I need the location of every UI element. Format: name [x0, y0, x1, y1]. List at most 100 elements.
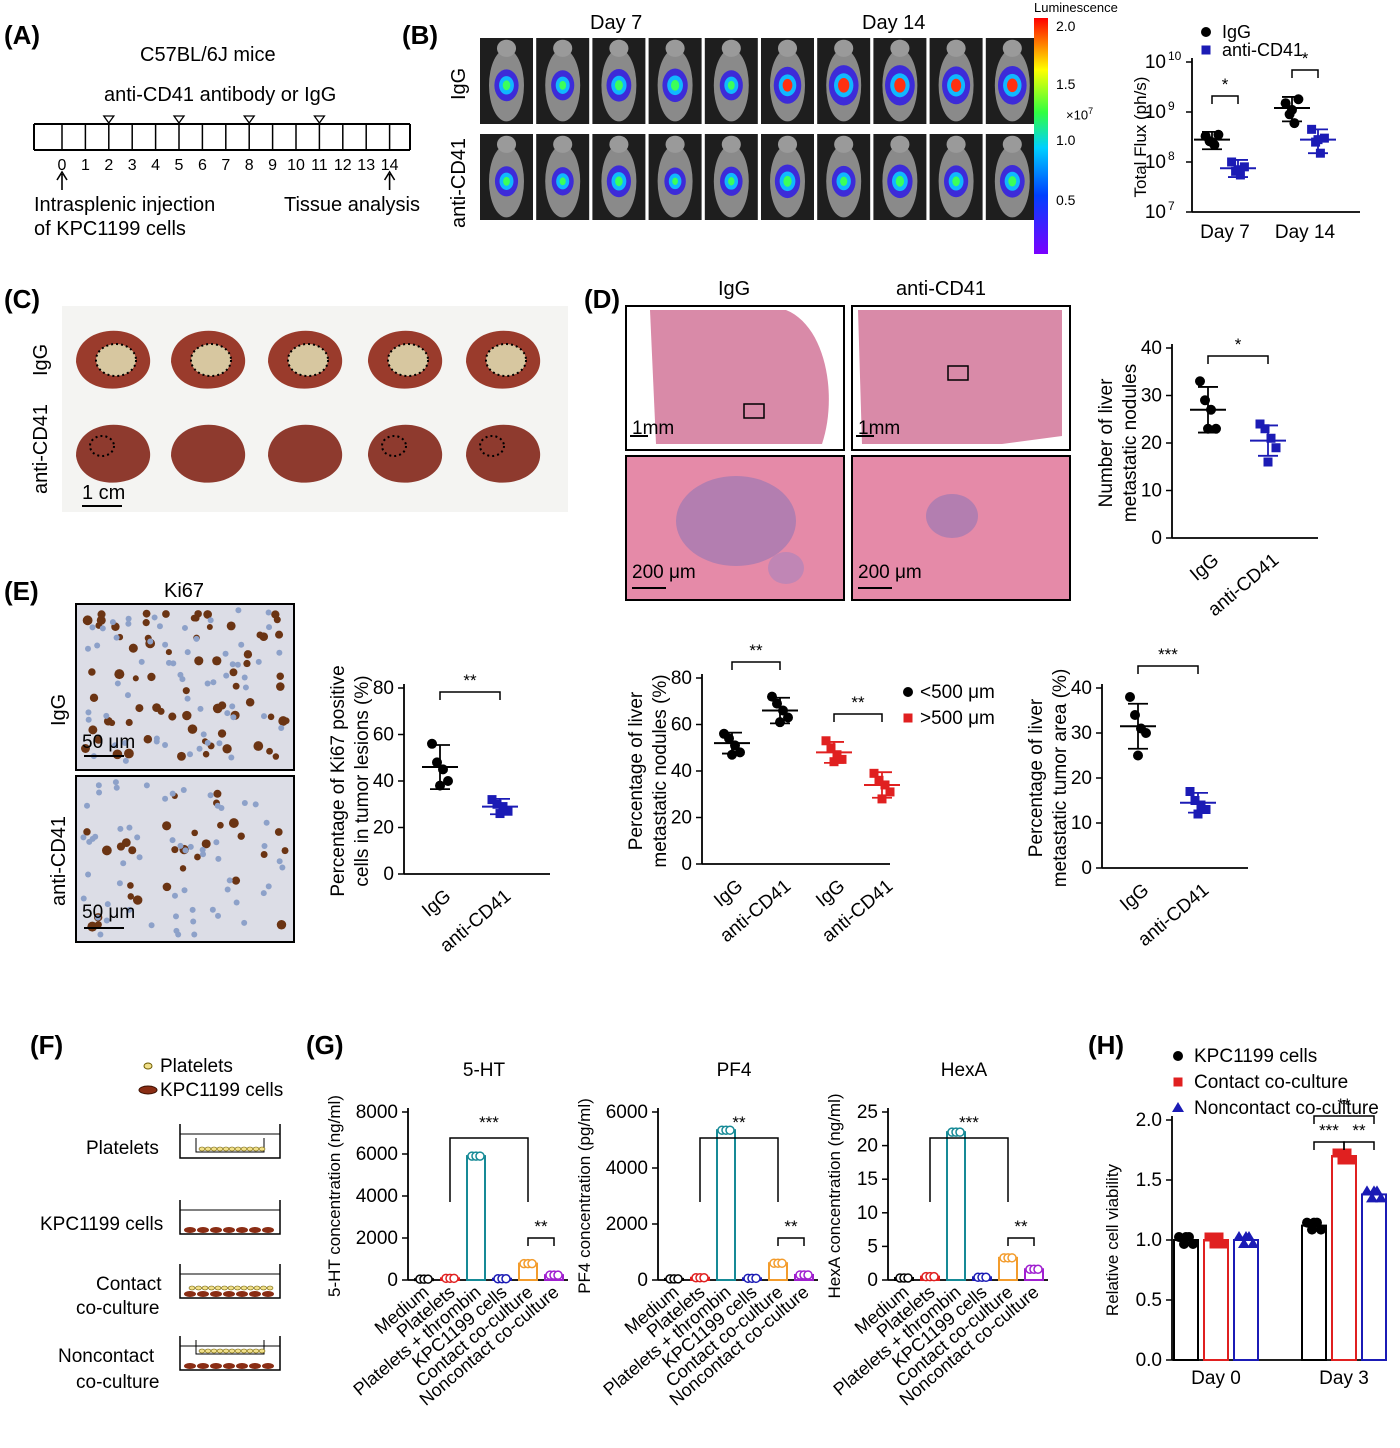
timeline-day-label: 5 — [175, 157, 184, 174]
significance-label: ** — [784, 1217, 798, 1236]
timeline-day-label: 3 — [128, 157, 137, 174]
ki67-negative-nucleus — [216, 740, 223, 747]
platelet — [227, 1285, 235, 1291]
liver-specimen — [368, 424, 443, 483]
platelet — [240, 1146, 248, 1152]
ki67-negative-nucleus — [120, 860, 127, 867]
ki67-positive-nucleus — [162, 610, 170, 618]
ki67-negative-nucleus — [276, 649, 283, 656]
data-point — [1309, 1217, 1319, 1228]
y-tick-label: 0 — [387, 1270, 398, 1291]
x-tick-label: IgG — [1186, 550, 1223, 586]
signal-core — [952, 176, 960, 187]
y-tick-label: 6000 — [606, 1102, 648, 1123]
ki67-negative-nucleus — [204, 680, 211, 687]
ki67-negative-nucleus — [182, 847, 189, 854]
ki67-positive-nucleus — [128, 846, 137, 855]
data-point — [1185, 787, 1195, 796]
legend-label: >500 μm — [920, 708, 995, 729]
platelet — [252, 1348, 260, 1354]
data-point — [1313, 135, 1323, 145]
chart-title: PF4 — [717, 1060, 752, 1081]
platelet — [253, 1285, 261, 1291]
ki67-negative-nucleus — [189, 906, 196, 913]
ki67-negative-nucleus — [204, 739, 211, 746]
data-point — [829, 757, 839, 767]
y-tick-label: 0.0 — [1136, 1350, 1162, 1371]
ki67-negative-nucleus — [263, 819, 270, 826]
ki67-negative-nucleus — [226, 877, 233, 884]
data-point — [1271, 443, 1281, 453]
ki67-negative-nucleus — [207, 792, 214, 799]
significance-bracket — [777, 1237, 805, 1246]
timeline-day-label: 4 — [151, 157, 160, 174]
platelet — [204, 1348, 212, 1354]
y-tick-label: 20 — [671, 808, 692, 829]
timeline-day-label: 9 — [268, 157, 277, 174]
significance-bracket — [1313, 1115, 1375, 1124]
liver-specimen — [466, 424, 541, 483]
zoom-box — [947, 365, 969, 381]
ki67-negative-nucleus — [200, 851, 207, 858]
f-legend-platelets: Platelets — [160, 1056, 233, 1077]
significance-label: * — [1235, 335, 1242, 354]
tumor-outline — [89, 435, 115, 457]
y-tick-exponent: 9 — [1168, 99, 1175, 113]
ki67-negative-nucleus — [265, 883, 272, 890]
mouse-head — [834, 135, 854, 153]
y-axis-label: Percentage of Ki67 positive — [328, 665, 349, 896]
ki67-positive-nucleus — [212, 703, 223, 714]
platelet — [198, 1146, 206, 1152]
mouse-head — [665, 135, 685, 153]
legend-label: <500 μm — [920, 682, 995, 703]
data-point — [772, 698, 782, 709]
significance-bracket — [1343, 1141, 1375, 1150]
zoom-box — [743, 403, 765, 419]
signal-core — [782, 78, 793, 92]
ki67-positive-nucleus — [132, 895, 143, 905]
d-col-igg: IgG — [718, 278, 751, 300]
ki67-negative-nucleus — [266, 624, 273, 631]
timeline-day-label: 11 — [311, 157, 328, 174]
ki67-positive-nucleus — [162, 821, 172, 831]
ki67-negative-nucleus — [148, 922, 155, 929]
liver-specimen — [171, 424, 246, 483]
metastatic-lesion — [768, 552, 804, 584]
well-label-contact: Contact — [96, 1274, 162, 1295]
data-point — [1238, 1238, 1250, 1248]
data-point — [783, 712, 793, 723]
legend-marker — [1173, 1051, 1183, 1061]
ki67-negative-nucleus — [223, 672, 230, 679]
ki67-positive-nucleus — [152, 703, 162, 713]
ki67-negative-nucleus — [112, 742, 119, 749]
ki67-negative-nucleus — [89, 624, 96, 631]
mouse-head — [890, 39, 910, 57]
data-point — [880, 780, 890, 790]
analysis-arrow-icon — [383, 170, 396, 190]
data-point — [1319, 133, 1329, 143]
ki67-negative-nucleus — [136, 854, 143, 861]
data-point — [1196, 800, 1206, 810]
ki67-negative-nucleus — [180, 787, 187, 794]
data-point — [487, 795, 497, 805]
ki67-negative-nucleus — [209, 906, 216, 913]
metastatic-lesion — [676, 476, 796, 566]
y-tick-exponent: 8 — [1168, 149, 1175, 163]
y-tick-label: 80 — [671, 668, 692, 689]
ki67-negative-nucleus — [147, 638, 154, 645]
y-tick-label: 10 — [1145, 52, 1166, 73]
mouse-head — [946, 135, 966, 153]
platelet — [222, 1146, 230, 1152]
ki67-negative-nucleus — [255, 658, 262, 665]
timeline-day-label: 6 — [198, 157, 207, 174]
y-tick-label: 10 — [1145, 202, 1166, 223]
x-tick-label: IgG — [1116, 880, 1153, 916]
signal-core — [727, 80, 735, 90]
y-tick-label: 10 — [1071, 813, 1092, 834]
y-axis-label: HexA concentration (ng/ml) — [825, 1093, 844, 1298]
data-point — [1213, 129, 1224, 140]
ki67-negative-nucleus — [153, 738, 160, 745]
data-point — [1007, 1253, 1017, 1263]
injection-triangle-icon — [313, 115, 326, 125]
injection-arrow-icon — [56, 170, 68, 190]
